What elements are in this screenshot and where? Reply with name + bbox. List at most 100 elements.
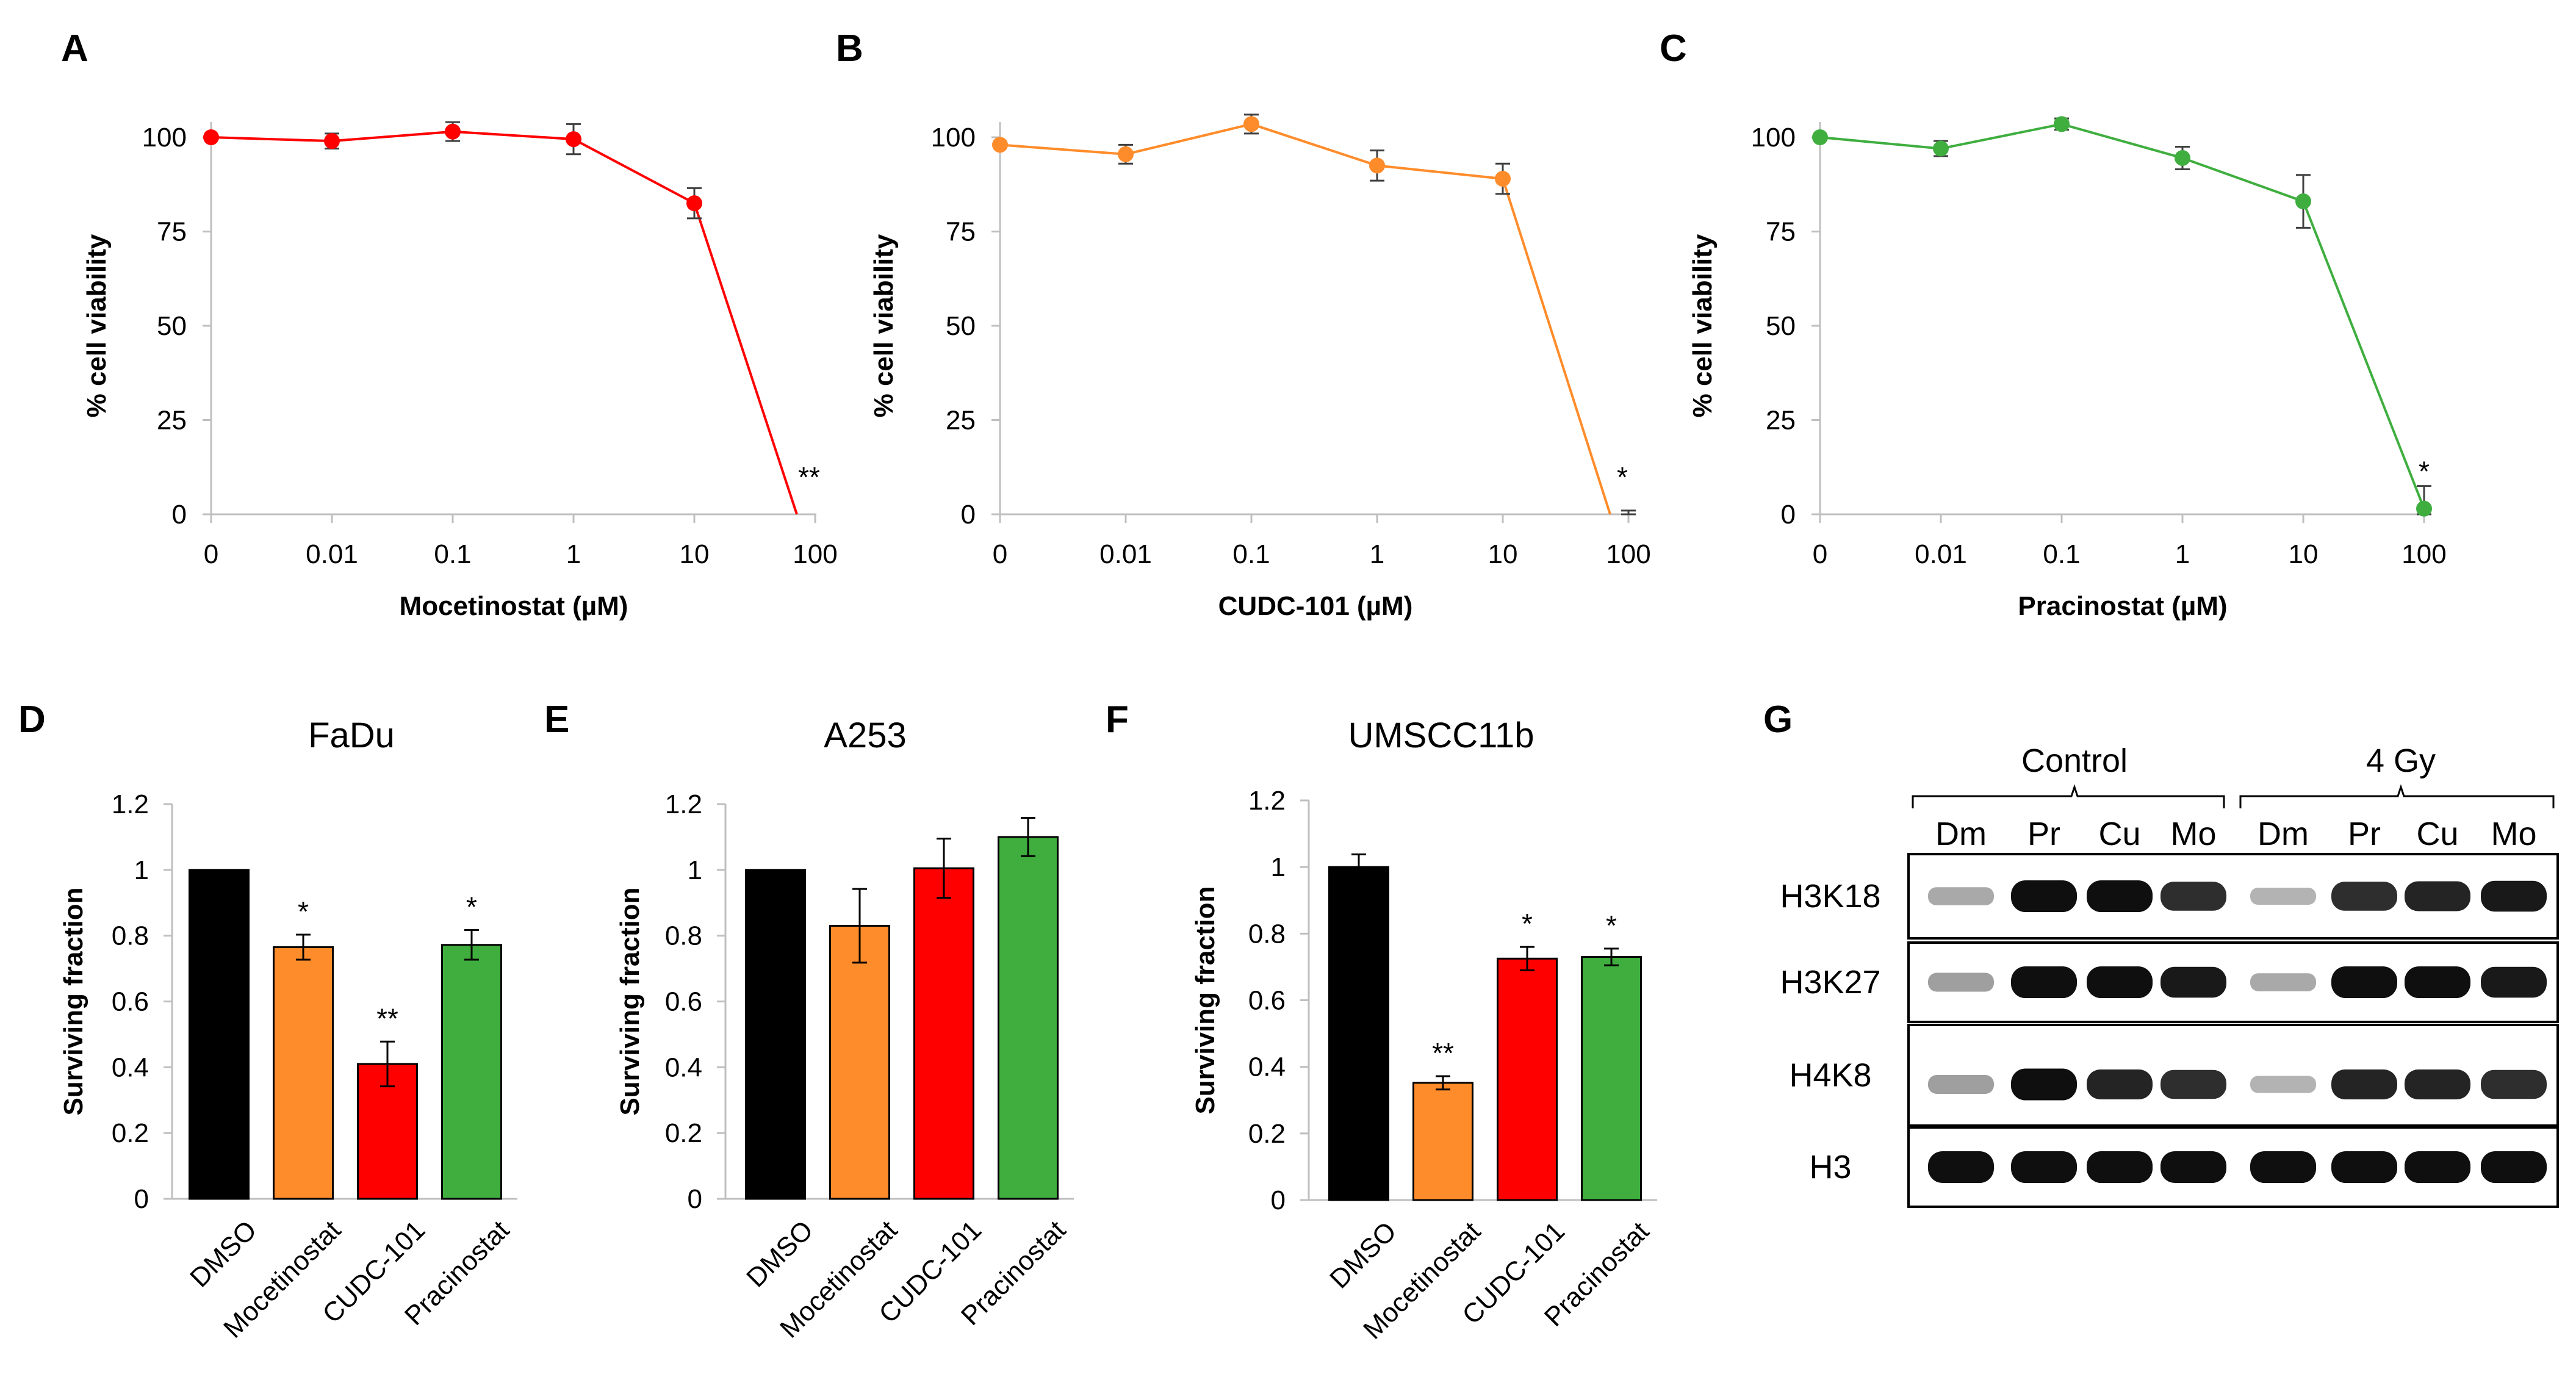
y-axis-title-A: % cell viability [82, 234, 112, 417]
blot-band-1-5 [2331, 966, 2397, 998]
y-tick-label-E-1: 0.2 [665, 1118, 702, 1148]
blot-band-0-5 [2331, 882, 2397, 911]
data-point-C-3 [2175, 149, 2190, 166]
lane-label-2: Cu [2098, 816, 2140, 852]
lane-label-4: Dm [2258, 816, 2309, 852]
y-tick-label-C-2: 50 [1766, 311, 1796, 341]
significance-D-2: ** [376, 1002, 398, 1034]
data-point-A-3 [566, 131, 581, 148]
blot-band-1-2 [2087, 966, 2153, 998]
bar-F-3 [1581, 956, 1642, 1201]
lane-label-5: Pr [2348, 816, 2381, 852]
bar-F-0 [1328, 866, 1389, 1201]
y-axis-title-E: Surviving fraction [615, 887, 645, 1115]
series-line-C [1819, 123, 2425, 509]
x-tick-label-B-3: 1 [1370, 539, 1384, 569]
bar-E-1 [829, 924, 890, 1200]
panel-letter-F: F [1106, 699, 1129, 741]
y-axis-title-D: Surviving fraction [59, 887, 88, 1115]
blot-row-label-2: H4K8 [1789, 1057, 1871, 1094]
lane-label-6: Cu [2416, 816, 2458, 852]
x-tick-label-B-2: 0.1 [1232, 539, 1270, 569]
data-point-A-0 [203, 129, 219, 145]
y-tick-label-A-1: 25 [157, 406, 187, 436]
blot-band-0-7 [2481, 880, 2547, 912]
x-axis-title-A: Mocetinostat (µM) [400, 591, 628, 621]
blot-band-1-3 [2160, 966, 2226, 998]
significance-D-1: * [298, 896, 309, 927]
y-tick-label-C-0: 0 [1781, 500, 1796, 530]
bar-E-3 [998, 836, 1059, 1200]
significance-D-3: * [466, 891, 477, 923]
x-tick-label-A-5: 100 [793, 539, 837, 569]
blot-band-3-1 [2011, 1151, 2077, 1183]
data-point-B-2 [1243, 116, 1259, 132]
x-tick-label-A-1: 0.01 [306, 539, 358, 569]
blot-band-3-6 [2405, 1151, 2470, 1183]
significance-B-5: * [1617, 461, 1628, 493]
y-tick-label-B-3: 75 [946, 217, 976, 247]
panel-letter-G: G [1763, 699, 1793, 741]
data-point-B-0 [992, 137, 1008, 153]
data-point-C-2 [2054, 116, 2070, 132]
bar-E-2 [913, 867, 974, 1200]
lane-label-3: Mo [2170, 816, 2216, 852]
blot-band-3-3 [2160, 1151, 2226, 1183]
data-point-C-5 [2416, 500, 2432, 517]
panel-letter-B: B [836, 27, 863, 70]
y-tick-label-D-0: 0 [134, 1184, 149, 1214]
blot-row-label-1: H3K27 [1780, 964, 1880, 1001]
significance-F-1: ** [1432, 1037, 1454, 1069]
y-tick-label-F-3: 0.6 [1248, 986, 1286, 1016]
blot-band-0-2 [2087, 880, 2153, 912]
x-tick-label-A-2: 0.1 [434, 539, 471, 569]
blot-band-3-7 [2481, 1151, 2547, 1183]
lane-label-0: Dm [1935, 816, 1987, 852]
y-tick-label-D-1: 0.2 [112, 1118, 149, 1148]
data-point-B-1 [1118, 146, 1134, 162]
bar-F-2 [1497, 957, 1558, 1201]
bar-F-1 [1412, 1082, 1473, 1201]
x-tick-label-C-0: 0 [1813, 539, 1827, 569]
data-point-B-3 [1369, 157, 1385, 174]
blot-band-3-4 [2250, 1151, 2316, 1183]
x-tick-label-A-0: 0 [204, 539, 218, 569]
blot-band-1-6 [2405, 966, 2470, 998]
blot-row-label-3: H3 [1809, 1149, 1851, 1185]
y-tick-label-D-3: 0.6 [112, 987, 149, 1017]
bar-D-1 [273, 946, 334, 1200]
blot-band-2-7 [2481, 1069, 2547, 1099]
data-point-A-2 [445, 123, 461, 140]
blot-band-3-5 [2331, 1151, 2397, 1183]
y-tick-label-D-6: 1.2 [112, 789, 149, 819]
y-axis-title-F: Surviving fraction [1190, 886, 1220, 1114]
chart-title-F: UMSCC11b [1348, 716, 1534, 755]
y-tick-label-E-3: 0.6 [665, 987, 702, 1017]
y-tick-label-C-4: 100 [1751, 123, 1796, 153]
blot-band-2-1 [2011, 1068, 2077, 1101]
blot-band-1-0 [1928, 972, 1994, 992]
y-tick-label-E-4: 0.8 [665, 921, 702, 951]
y-tick-label-F-6: 1.2 [1248, 786, 1286, 816]
panel-letter-A: A [61, 27, 88, 70]
y-tick-label-D-5: 1 [134, 855, 149, 885]
x-tick-label-B-5: 100 [1606, 539, 1650, 569]
y-tick-label-C-3: 75 [1766, 217, 1796, 247]
y-tick-label-F-0: 0 [1271, 1185, 1286, 1215]
x-tick-label-E-0: DMSO [741, 1215, 819, 1293]
y-tick-label-A-2: 50 [157, 311, 187, 341]
y-tick-label-E-2: 0.4 [665, 1052, 702, 1082]
blot-band-2-3 [2160, 1069, 2226, 1099]
y-tick-label-F-2: 0.4 [1248, 1052, 1286, 1082]
bar-D-3 [441, 944, 502, 1200]
y-tick-label-D-4: 0.8 [112, 921, 149, 951]
x-tick-label-A-3: 1 [566, 539, 581, 569]
bar-D-0 [189, 869, 250, 1200]
bar-E-0 [745, 869, 806, 1200]
y-tick-label-E-5: 1 [688, 855, 702, 885]
series-line-A [210, 130, 798, 515]
blot-band-0-3 [2160, 882, 2226, 911]
x-tick-label-B-4: 10 [1488, 539, 1518, 569]
blot-band-3-0 [1928, 1151, 1994, 1183]
y-tick-label-B-4: 100 [931, 123, 976, 153]
